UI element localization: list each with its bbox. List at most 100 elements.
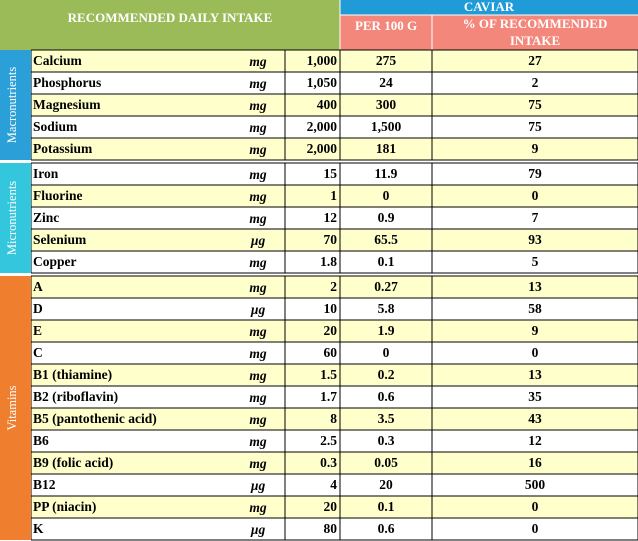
daily-intake: 15 — [324, 166, 338, 181]
nutrient-name: B2 (riboflavin) — [33, 389, 118, 404]
header-percent: % OF RECOMMENDED INTAKE — [462, 16, 608, 48]
per-100g: 20 — [379, 477, 393, 492]
row-bg — [31, 518, 638, 540]
row-bg — [31, 342, 638, 364]
per-100g: 3.5 — [378, 411, 395, 426]
unit: mg — [249, 167, 267, 182]
percent: 9 — [532, 323, 539, 338]
per-100g: 0.2 — [378, 367, 395, 382]
daily-intake: 0.3 — [320, 455, 337, 470]
nutrient-name: Phosphorus — [33, 75, 101, 90]
unit: mg — [249, 456, 267, 471]
per-100g: 181 — [376, 141, 397, 156]
unit: mg — [249, 280, 267, 295]
group-cell — [0, 50, 31, 160]
nutrient-name: Zinc — [33, 210, 59, 225]
per-100g: 0.27 — [374, 279, 398, 294]
group-cell — [0, 276, 31, 540]
per-100g: 0 — [383, 188, 390, 203]
unit: mg — [249, 120, 267, 135]
daily-intake: 1 — [330, 188, 337, 203]
unit: mg — [249, 346, 267, 361]
row-bg — [31, 229, 638, 251]
daily-intake: 1.5 — [320, 367, 337, 382]
per-100g: 5.8 — [378, 301, 395, 316]
row-bg — [31, 138, 638, 160]
row-bg — [31, 251, 638, 273]
row-bg — [31, 50, 638, 72]
percent: 93 — [528, 232, 542, 247]
percent: 35 — [528, 389, 542, 404]
percent: 16 — [528, 455, 542, 470]
row-bg — [31, 430, 638, 452]
daily-intake: 1,000 — [307, 53, 338, 68]
daily-intake: 2,000 — [307, 141, 338, 156]
nutrient-name: A — [33, 279, 43, 294]
per-100g: 0.3 — [378, 433, 395, 448]
nutrient-name: Selenium — [33, 232, 87, 247]
per-100g: 275 — [376, 53, 397, 68]
row-bg — [31, 364, 638, 386]
daily-intake: 8 — [330, 411, 337, 426]
nutrient-name: B9 (folic acid) — [33, 455, 113, 470]
row-bg — [31, 408, 638, 430]
header-cell — [340, 0, 638, 15]
unit: µg — [250, 522, 266, 537]
per-100g: 1.9 — [378, 323, 395, 338]
unit: mg — [249, 324, 267, 339]
per-100g: 0.6 — [378, 389, 395, 404]
percent: 58 — [528, 301, 542, 316]
header-percent-box: % OF RECOMMENDED INTAKE — [462, 16, 608, 48]
unit: mg — [249, 368, 267, 383]
percent: 13 — [528, 279, 542, 294]
row-bg — [31, 452, 638, 474]
percent: 7 — [532, 210, 539, 225]
daily-intake: 70 — [324, 232, 338, 247]
header-cell — [0, 0, 340, 50]
percent: 27 — [528, 53, 542, 68]
percent: 43 — [528, 411, 542, 426]
unit: µg — [250, 302, 266, 317]
daily-intake: 1.8 — [320, 254, 337, 269]
row-bg — [31, 298, 638, 320]
row-bg — [31, 474, 638, 496]
nutrient-name: Copper — [33, 254, 77, 269]
nutrient-name: C — [33, 345, 43, 360]
percent: 0 — [532, 345, 539, 360]
percent: 75 — [528, 97, 542, 112]
header-title: RECOMMENDED DAILY INTAKE — [68, 10, 273, 25]
daily-intake: 12 — [324, 210, 338, 225]
nutrient-name: K — [33, 521, 44, 536]
unit: mg — [249, 390, 267, 405]
percent: 0 — [532, 521, 539, 536]
nutrient-name: E — [33, 323, 42, 338]
unit: mg — [249, 76, 267, 91]
nutrient-name: B6 — [33, 433, 49, 448]
unit: mg — [249, 412, 267, 427]
daily-intake: 2 — [330, 279, 337, 294]
nutrient-name: B5 (pantothenic acid) — [33, 411, 157, 426]
percent: 9 — [532, 141, 539, 156]
nutrient-name: B1 (thiamine) — [33, 367, 112, 382]
daily-intake: 20 — [324, 323, 338, 338]
percent: 0 — [532, 188, 539, 203]
unit: µg — [250, 233, 266, 248]
daily-intake: 80 — [324, 521, 338, 536]
row-bg — [31, 386, 638, 408]
nutrient-name: D — [33, 301, 43, 316]
row-bg — [31, 276, 638, 298]
unit: mg — [249, 98, 267, 113]
header-cell — [432, 15, 638, 50]
nutrient-name: B12 — [33, 477, 56, 492]
daily-intake: 10 — [324, 301, 338, 316]
row-bg — [31, 496, 638, 518]
unit: mg — [249, 434, 267, 449]
row-bg — [31, 207, 638, 229]
header-cell — [340, 15, 432, 50]
row-bg — [31, 94, 638, 116]
unit: µg — [250, 478, 266, 493]
daily-intake: 2.5 — [320, 433, 337, 448]
daily-intake: 1.7 — [320, 389, 337, 404]
nutrient-name: Potassium — [33, 141, 93, 156]
